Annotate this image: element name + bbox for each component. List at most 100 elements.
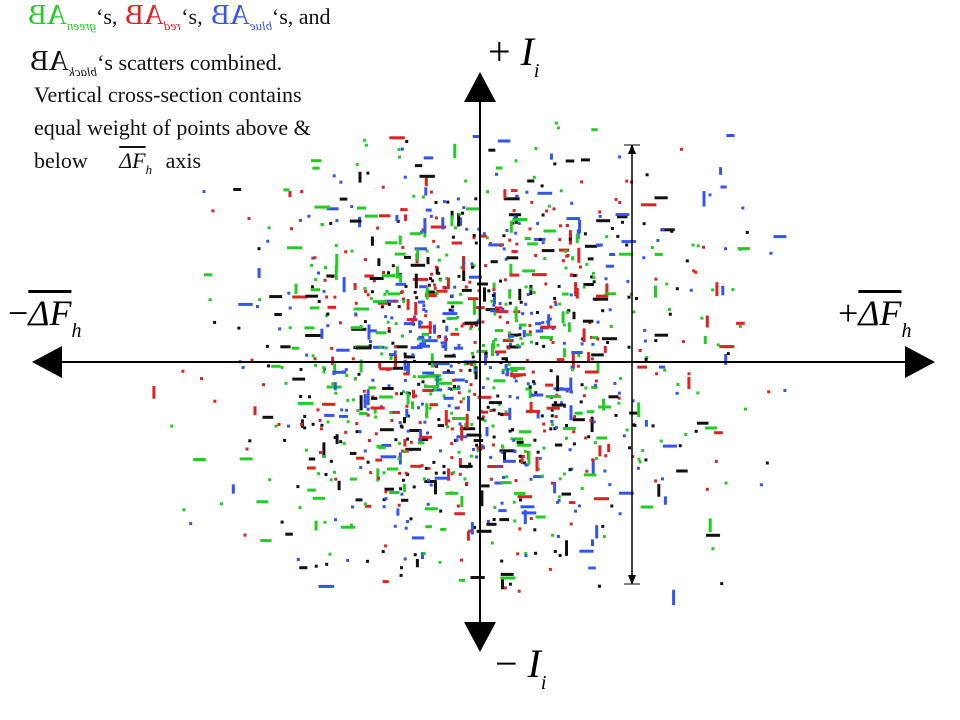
dot [305,353,309,357]
dot [437,258,441,262]
mirrored-symbol: redAB [125,0,181,34]
dot [241,366,245,369]
dot [454,226,457,230]
dot [193,458,206,461]
dot [517,589,521,593]
dot [596,219,611,223]
dot [676,383,680,386]
dot [598,214,602,218]
dot [450,442,454,446]
dot [375,331,387,335]
dot [416,337,425,341]
dot [650,246,654,249]
dot [670,229,674,233]
dot [503,586,507,590]
dot [331,356,335,366]
dot [322,402,336,406]
dot [457,274,461,278]
dot [424,187,428,196]
dot [499,518,510,522]
dot [638,349,642,352]
dot [529,401,533,413]
dot [716,343,720,347]
dot [508,407,512,420]
dot [453,439,457,443]
dot [475,455,478,459]
dot [490,541,494,545]
dot [556,358,565,362]
dot [465,227,469,231]
dot [726,134,735,137]
dot [608,395,619,399]
dot [329,478,333,482]
dot [403,450,407,453]
dot [247,217,251,221]
dot [305,159,322,163]
sign: − [8,293,29,333]
suffix: ‘s scatters combined. [97,50,283,75]
dot [582,394,586,398]
dot [422,304,426,308]
dot [379,367,393,371]
dot [592,420,596,424]
dot [403,378,407,382]
dot [339,414,349,418]
dot [311,354,315,358]
dot [213,320,217,324]
dot [452,378,456,382]
dot [358,171,362,183]
dot [402,483,406,492]
dot [231,484,235,494]
dot [422,389,434,392]
dot [446,277,450,290]
dot [499,279,502,283]
dot [731,288,735,292]
dot [551,423,555,427]
dot [744,407,747,411]
dot [563,348,567,358]
dot [397,457,401,460]
dot [570,273,574,277]
axis-sub: h [901,320,912,342]
dot [404,526,408,530]
dot [375,458,383,462]
dot [473,340,477,344]
dot [487,465,504,468]
dot [258,298,262,302]
dot [498,315,502,319]
dot [591,271,595,275]
dot [506,321,509,324]
dot [327,305,337,309]
dot [299,367,303,371]
dot [405,404,409,408]
dot [553,401,557,405]
dot [503,189,507,199]
dot [533,382,537,386]
dot [404,284,408,288]
dot [508,289,512,299]
dot [490,260,498,264]
dot [397,305,401,309]
dot [463,362,467,366]
dot [394,252,406,256]
dot [529,340,533,344]
dot [446,369,450,373]
dot [767,390,771,394]
dot [557,284,561,288]
dot [535,311,539,314]
dot [451,241,462,245]
dot [533,528,537,532]
dot [529,477,533,481]
dot [278,327,282,331]
dot [516,440,524,444]
dot [380,455,397,459]
dot [403,372,410,376]
dot [322,442,326,458]
dot [515,242,519,246]
dot [369,277,384,280]
dot [502,475,505,479]
dot [562,292,569,296]
dot [591,539,594,546]
dot [507,363,511,366]
dot [312,496,326,500]
